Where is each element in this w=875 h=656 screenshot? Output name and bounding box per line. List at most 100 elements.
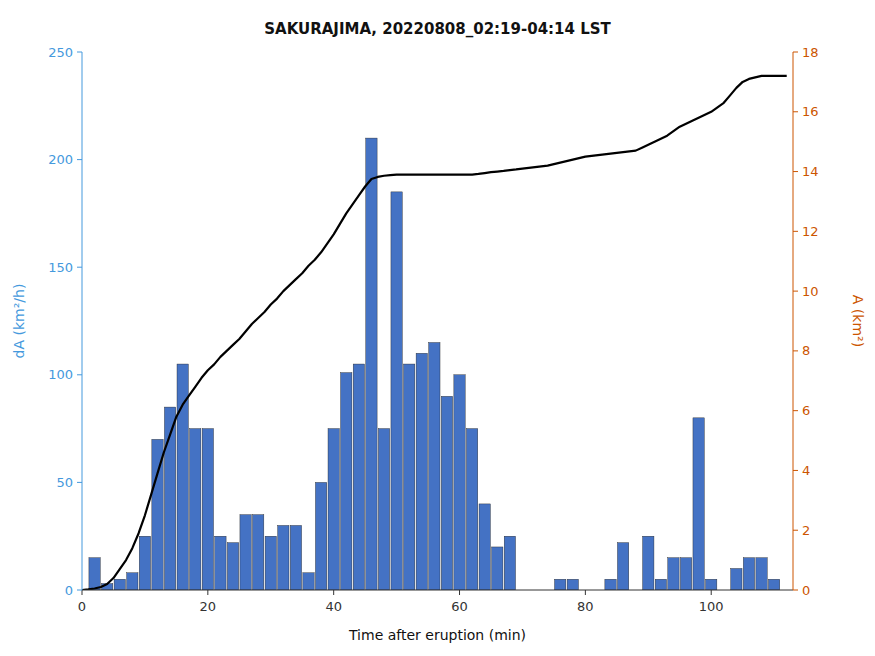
y-axis-line (82, 52, 83, 590)
y2-tick-label: 18 (802, 45, 819, 60)
y-tick (77, 482, 82, 483)
bar (391, 192, 402, 590)
bar (441, 396, 452, 590)
y2-tick (793, 410, 798, 411)
bar (215, 536, 226, 590)
bar (617, 543, 628, 590)
x-tick (585, 590, 586, 595)
x-tick-label: 60 (451, 599, 468, 614)
x-tick-label: 20 (200, 599, 217, 614)
bar (404, 364, 415, 590)
y2-axis-title: A (km²) (850, 295, 866, 347)
x-tick (333, 590, 334, 595)
bar (731, 568, 742, 590)
y-tick-label: 50 (56, 475, 73, 490)
bar (89, 558, 100, 590)
y2-tick (793, 231, 798, 232)
y2-tick-label: 4 (802, 463, 810, 478)
title: SAKURAJIMA, 20220808_02:19-04:14 LST (264, 20, 611, 38)
bar (479, 504, 490, 590)
bar (655, 579, 666, 590)
bar (202, 429, 213, 590)
bar (605, 579, 616, 590)
bar (114, 579, 125, 590)
bar (265, 536, 276, 590)
y-tick (77, 374, 82, 375)
y2-tick-label: 10 (802, 284, 819, 299)
y2-tick (793, 530, 798, 531)
y2-tick (793, 111, 798, 112)
bar (466, 429, 477, 590)
y2-tick-label: 14 (802, 164, 819, 179)
y-tick-label: 100 (48, 367, 73, 382)
chart: 0 20 40 60 80 100 0 50 100 150 200 250 0 2 4 6 8 10 12 14 16… (0, 0, 875, 656)
bar (743, 558, 754, 590)
bar (303, 573, 314, 590)
y-tick (77, 590, 82, 591)
bar (555, 579, 566, 590)
y2-tick-label: 2 (802, 523, 810, 538)
y2-tick-label: 6 (802, 403, 810, 418)
bar (366, 138, 377, 590)
y-tick-label: 150 (48, 260, 73, 275)
bar (768, 579, 779, 590)
y2-tick (793, 470, 798, 471)
y-tick-label: 0 (65, 583, 73, 598)
x-tick-label: 0 (78, 599, 86, 614)
bar (416, 353, 427, 590)
bar (706, 579, 717, 590)
bar (680, 558, 691, 590)
bar (328, 429, 339, 590)
bar (290, 525, 301, 590)
bar (693, 418, 704, 590)
bar (315, 482, 326, 590)
y2-tick (793, 350, 798, 351)
bar (139, 536, 150, 590)
y2-tick (793, 590, 798, 591)
bar (454, 375, 465, 590)
bar (504, 536, 515, 590)
y-tick (77, 267, 82, 268)
y-tick-label: 250 (48, 45, 73, 60)
bar (127, 573, 138, 590)
x-tick-label: 100 (699, 599, 724, 614)
y2-tick-label: 16 (802, 104, 819, 119)
axes: 0 20 40 60 80 100 0 50 100 150 200 250 0 2 4 6 8 10 12 14 16… (48, 45, 818, 615)
y2-axis-line (793, 52, 794, 590)
x-axis-line (82, 590, 793, 591)
bar (227, 543, 238, 590)
bar (567, 579, 578, 590)
x-tick (82, 590, 83, 595)
y2-tick-label: 8 (802, 343, 810, 358)
bar (190, 429, 201, 590)
bar (378, 429, 389, 590)
bar (643, 536, 654, 590)
y-tick (77, 52, 82, 53)
y-tick (77, 159, 82, 160)
y2-tick-label: 0 (802, 583, 810, 598)
x-tick (207, 590, 208, 595)
y2-tick (793, 52, 798, 53)
x-tick-label: 80 (577, 599, 594, 614)
y-tick-label: 200 (48, 152, 73, 167)
bar (353, 364, 364, 590)
x-tick (459, 590, 460, 595)
x-tick-label: 40 (325, 599, 342, 614)
bar-series (89, 138, 780, 590)
x-tick (711, 590, 712, 595)
bar (253, 515, 264, 590)
y-axis-title: dA (km²/h) (11, 284, 27, 359)
bar (492, 547, 503, 590)
bar (240, 515, 251, 590)
bar (756, 558, 767, 590)
line (82, 76, 787, 590)
y2-tick (793, 291, 798, 292)
bar (429, 343, 440, 590)
x-axis-title: Time after eruption (min) (348, 627, 526, 643)
bar (278, 525, 289, 590)
y2-tick-label: 12 (802, 224, 819, 239)
bar (668, 558, 679, 590)
plot-area (82, 76, 787, 590)
y2-tick (793, 171, 798, 172)
bar (341, 373, 352, 590)
